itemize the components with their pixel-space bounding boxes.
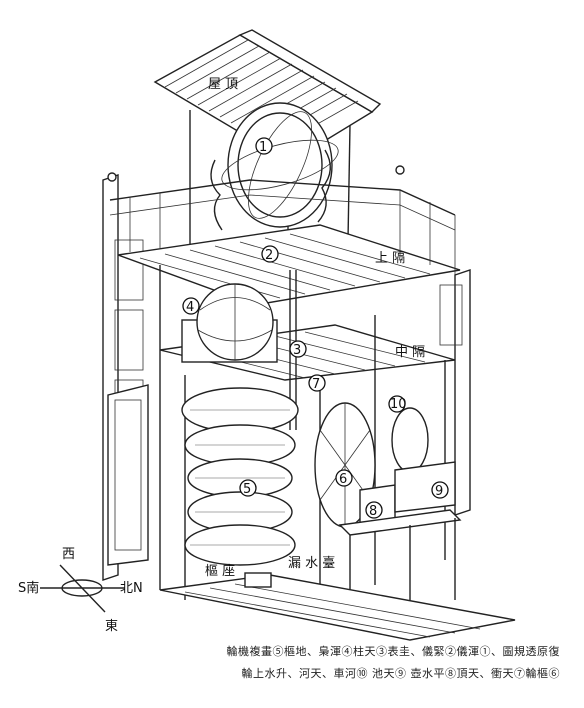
marker-3-text: 3 xyxy=(293,343,301,358)
compass-rose: 西 S南 北N 東 xyxy=(18,547,143,634)
marker-4: 4 xyxy=(182,297,200,315)
compass-east: 東 xyxy=(105,618,118,634)
marker-9-text: 9 xyxy=(435,484,443,499)
marker-5-text: 5 xyxy=(243,482,251,497)
marker-2-text: 2 xyxy=(265,248,273,263)
marker-7: 7 xyxy=(308,374,326,392)
marker-8: 8 xyxy=(365,501,383,519)
left-door-panel xyxy=(107,384,149,566)
compass-west: 西 xyxy=(62,547,75,562)
marker-6-text: 6 xyxy=(339,472,347,487)
marker-3: 3 xyxy=(289,340,307,358)
marker-6: 6 xyxy=(335,469,353,487)
compass-north: 北N xyxy=(120,581,143,596)
celestial-globe xyxy=(181,283,278,363)
marker-1: 1 xyxy=(255,137,273,155)
bottom-left-label: 樞 座 xyxy=(205,564,235,579)
marker-2: 2 xyxy=(261,245,279,263)
ground-floor: 樞 座 漏 水 臺 xyxy=(159,555,516,641)
upper-floor-label: 上 隔 xyxy=(375,251,405,266)
driving-wheel-assembly xyxy=(181,387,429,566)
roof-label: 屋 頂 xyxy=(208,77,238,92)
compass-south: S南 xyxy=(18,580,39,596)
marker-10: 10 xyxy=(388,395,407,413)
marker-5: 5 xyxy=(239,479,257,497)
caption-line-1: 輪機複畫⑤樞地、梟渾④柱天③表圭、儀緊②儀渾①、圖規透原復 xyxy=(226,645,560,658)
bottom-right-label: 漏 水 臺 xyxy=(288,555,335,571)
caption-line-2: 輪上水升、河天、車河⑩ 池天⑨ 壺水平⑧頂天、衝天⑦輪樞⑥ xyxy=(241,667,560,680)
marker-9: 9 xyxy=(431,481,449,499)
marker-4-text: 4 xyxy=(186,300,194,315)
middle-floor-label: 中 隔 xyxy=(395,345,425,360)
marker-8-text: 8 xyxy=(369,504,377,519)
marker-1-text: 1 xyxy=(259,140,267,155)
marker-7-text: 7 xyxy=(312,377,320,392)
marker-10-text: 10 xyxy=(390,397,407,412)
